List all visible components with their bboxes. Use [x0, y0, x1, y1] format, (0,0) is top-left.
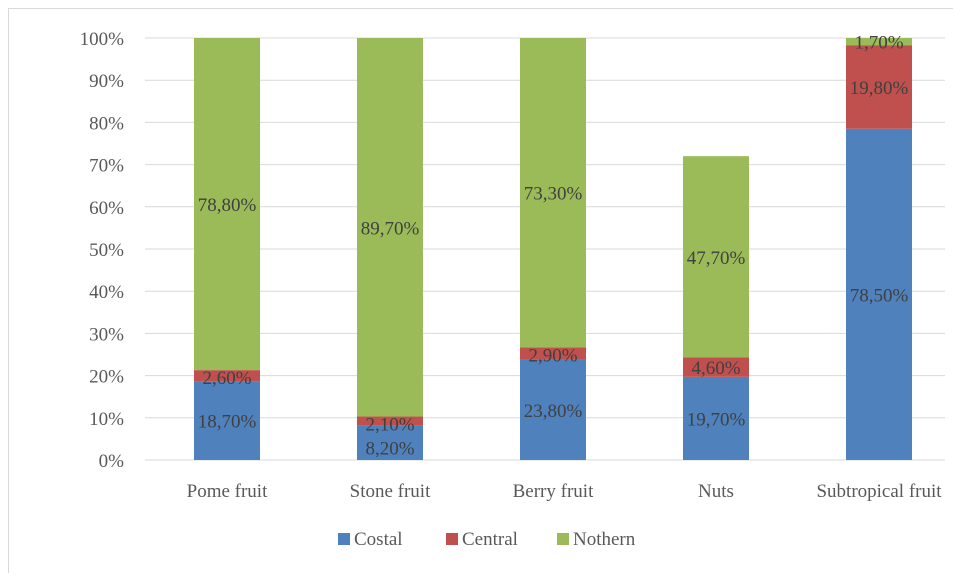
data-label: 47,70%	[687, 248, 746, 269]
legend-swatch-nothern	[557, 533, 569, 545]
bar-segment-central	[683, 357, 749, 377]
data-label: 78,50%	[850, 285, 909, 306]
y-tick-label: 0%	[99, 451, 125, 472]
y-tick-label: 70%	[89, 156, 124, 177]
data-label: 2,10%	[365, 415, 414, 436]
data-label: 1,70%	[854, 33, 903, 54]
bar-segment-costal	[194, 381, 260, 460]
data-label: 4,60%	[691, 358, 740, 379]
legend-swatch-costal	[338, 533, 350, 545]
bar-segment-costal	[357, 425, 423, 460]
bar-segment-nothern	[520, 38, 586, 348]
legend-swatch-central	[446, 533, 458, 545]
x-category-label: Berry fruit	[513, 481, 594, 502]
bar-segment-central	[846, 45, 912, 129]
y-tick-label: 30%	[89, 324, 124, 345]
y-tick-label: 60%	[89, 198, 124, 219]
bar-segment-nothern	[194, 38, 260, 371]
y-tick-label: 80%	[89, 113, 124, 134]
data-label: 18,70%	[198, 412, 257, 433]
data-label: 89,70%	[361, 218, 420, 239]
data-label: 8,20%	[365, 439, 414, 460]
x-category-label: Nuts	[698, 481, 734, 502]
bar-segment-nothern	[683, 156, 749, 358]
data-label: 2,60%	[202, 368, 251, 389]
x-category-label: Pome fruit	[187, 481, 268, 502]
bar-segment-costal	[846, 128, 912, 461]
legend-label-central: Central	[462, 529, 518, 550]
x-category-label: Stone fruit	[350, 481, 431, 502]
data-label: 19,70%	[687, 409, 746, 430]
y-tick-label: 50%	[89, 240, 124, 261]
bar-segment-central	[194, 370, 260, 382]
data-label: 19,80%	[850, 78, 909, 99]
data-label: 78,80%	[198, 195, 257, 216]
bar-segment-central	[357, 416, 423, 426]
bar-segment-costal	[683, 376, 749, 460]
y-tick-label: 10%	[89, 409, 124, 430]
data-label: 23,80%	[524, 401, 583, 422]
y-tick-label: 20%	[89, 367, 124, 388]
chart-frame	[8, 8, 953, 573]
bar-segment-central	[520, 347, 586, 360]
y-tick-label: 100%	[80, 29, 125, 50]
legend-label-costal: Costal	[354, 529, 403, 550]
data-label: 2,90%	[528, 345, 577, 366]
bar-segment-nothern	[357, 38, 423, 417]
data-label: 73,30%	[524, 184, 583, 205]
x-category-label: Subtropical fruit	[816, 481, 942, 502]
y-tick-label: 40%	[89, 282, 124, 303]
bar-segment-costal	[520, 359, 586, 460]
legend-label-nothern: Nothern	[573, 529, 636, 550]
y-tick-label: 90%	[89, 71, 124, 92]
bar-segment-nothern	[846, 38, 912, 46]
